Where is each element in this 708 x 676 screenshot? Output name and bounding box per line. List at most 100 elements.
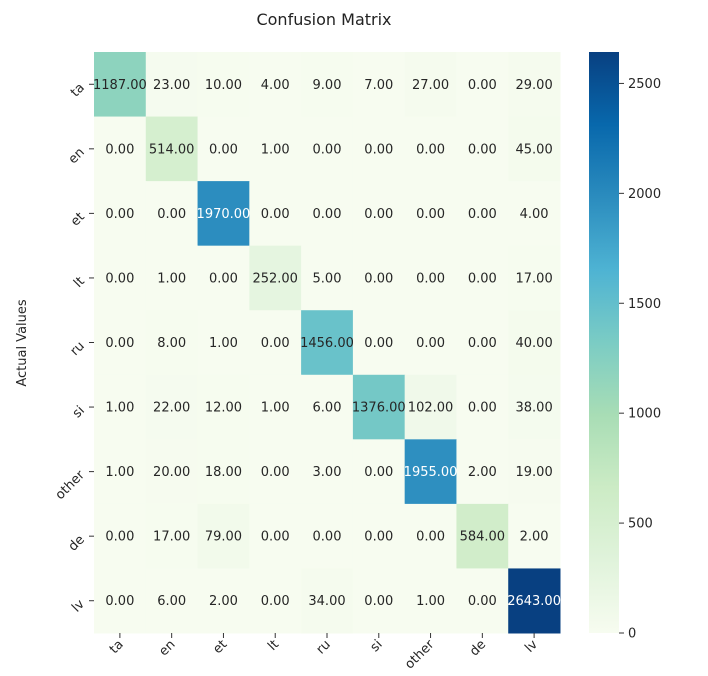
heatmap-cell-other-si bbox=[352, 439, 406, 505]
heatmap-cell-ta-si bbox=[352, 52, 406, 118]
cell-value-label: 79.00 bbox=[205, 530, 242, 545]
heatmap-cell-other-et bbox=[197, 439, 250, 505]
cell-value-label: 0.00 bbox=[313, 530, 342, 545]
cell-value-label: 0.00 bbox=[468, 207, 497, 222]
heatmap-cell-ta-en bbox=[145, 52, 199, 118]
cell-value-label: 17.00 bbox=[153, 530, 190, 545]
heatmap-cell-other-de bbox=[456, 439, 509, 505]
heatmap-cell-si-lv bbox=[508, 374, 561, 440]
heatmap-cell-si-si bbox=[352, 374, 406, 440]
heatmap-cell-lt-ta bbox=[94, 245, 147, 311]
cell-value-label: 0.00 bbox=[416, 142, 445, 157]
cell-value-label: 4.00 bbox=[261, 78, 290, 93]
cell-value-label: 0.00 bbox=[105, 336, 134, 351]
cell-value-label: 10.00 bbox=[205, 78, 242, 93]
heatmap-cell-en-lv bbox=[508, 116, 561, 182]
cell-value-label: 1.00 bbox=[105, 401, 134, 416]
heatmap-cell-lt-lv bbox=[508, 245, 561, 311]
cell-value-label: 6.00 bbox=[313, 401, 342, 416]
heatmap-cell-lv-de bbox=[456, 568, 509, 634]
heatmap-cell-other-ru bbox=[301, 439, 354, 505]
cell-value-label: 0.00 bbox=[468, 142, 497, 157]
y-tick-label-en: en bbox=[66, 145, 88, 167]
x-tick-label-lv: lv bbox=[522, 637, 541, 656]
cell-value-label: 9.00 bbox=[313, 78, 342, 93]
cell-value-label: 8.00 bbox=[157, 336, 186, 351]
cell-value-label: 5.00 bbox=[313, 271, 342, 286]
heatmap-cell-de-et bbox=[197, 503, 250, 569]
heatmap-cell-ta-de bbox=[456, 52, 509, 118]
heatmap-cell-et-si bbox=[352, 181, 406, 247]
cell-value-label: 38.00 bbox=[516, 401, 553, 416]
heatmap-cell-et-ru bbox=[301, 181, 354, 247]
x-tick-label-si: si bbox=[368, 637, 386, 655]
cell-value-label: 0.00 bbox=[105, 530, 134, 545]
cell-value-label: 0.00 bbox=[105, 271, 134, 286]
cell-value-label: 0.00 bbox=[468, 78, 497, 93]
heatmap-cell-de-lt bbox=[249, 503, 302, 569]
heatmap-cell-de-lv bbox=[508, 503, 561, 569]
cell-value-label: 0.00 bbox=[313, 142, 342, 157]
cell-value-label: 45.00 bbox=[516, 142, 553, 157]
heatmap-cell-ru-et bbox=[197, 310, 250, 376]
heatmap-cell-en-other bbox=[404, 116, 457, 182]
cell-value-label: 0.00 bbox=[416, 336, 445, 351]
cell-value-label: 0.00 bbox=[157, 207, 186, 222]
heatmap-cell-et-lv bbox=[508, 181, 561, 247]
cell-value-label: 514.00 bbox=[149, 142, 195, 157]
chart-title: Confusion Matrix bbox=[256, 10, 391, 29]
x-tick-label-en: en bbox=[156, 637, 178, 659]
heatmap-cell-de-ru bbox=[301, 503, 354, 569]
cell-value-label: 19.00 bbox=[516, 465, 553, 480]
heatmap-cell-et-other bbox=[404, 181, 457, 247]
cell-value-label: 1.00 bbox=[157, 271, 186, 286]
heatmap-cell-en-en bbox=[145, 116, 199, 182]
heatmap-cell-ta-lv bbox=[508, 52, 561, 118]
cell-value-label: 0.00 bbox=[261, 207, 290, 222]
cell-value-label: 0.00 bbox=[105, 142, 134, 157]
cell-value-label: 0.00 bbox=[364, 142, 393, 157]
cell-value-label: 6.00 bbox=[157, 594, 186, 609]
y-tick-label-other: other bbox=[53, 467, 89, 503]
heatmap-cell-lv-ru bbox=[301, 568, 354, 634]
cell-value-label: 7.00 bbox=[364, 78, 393, 93]
cell-value-label: 252.00 bbox=[252, 271, 298, 286]
heatmap-cell-lt-si bbox=[352, 245, 406, 311]
cell-value-label: 0.00 bbox=[364, 336, 393, 351]
cell-value-label: 34.00 bbox=[308, 594, 345, 609]
colorbar-tick-label: 1500 bbox=[628, 297, 661, 312]
heatmap-cell-de-si bbox=[352, 503, 406, 569]
x-tick-label-other: other bbox=[402, 637, 438, 673]
y-tick-label-ru: ru bbox=[68, 339, 88, 359]
cell-value-label: 0.00 bbox=[416, 271, 445, 286]
heatmap-cell-de-en bbox=[145, 503, 199, 569]
heatmap-cell-si-de bbox=[456, 374, 509, 440]
heatmap-cell-lv-ta bbox=[94, 568, 147, 634]
cell-value-label: 0.00 bbox=[364, 271, 393, 286]
cell-value-label: 12.00 bbox=[205, 401, 242, 416]
cell-value-label: 1.00 bbox=[261, 401, 290, 416]
cell-value-label: 1.00 bbox=[105, 465, 134, 480]
heatmap-cell-de-other bbox=[404, 503, 457, 569]
cell-value-label: 0.00 bbox=[416, 530, 445, 545]
heatmap-cell-si-ru bbox=[301, 374, 354, 440]
heatmap-cell-en-lt bbox=[249, 116, 302, 182]
x-tick-label-et: et bbox=[210, 637, 230, 657]
colorbar-tick-label: 2500 bbox=[628, 77, 661, 92]
cell-value-label: 1955.00 bbox=[404, 465, 458, 480]
cell-value-label: 0.00 bbox=[105, 207, 134, 222]
y-tick-label-de: de bbox=[66, 532, 88, 554]
cell-value-label: 1970.00 bbox=[197, 207, 251, 222]
heatmap-cell-lt-et bbox=[197, 245, 250, 311]
heatmap-cell-si-et bbox=[197, 374, 250, 440]
heatmap-cell-other-lt bbox=[249, 439, 302, 505]
cell-value-label: 0.00 bbox=[468, 401, 497, 416]
heatmap-cell-lv-lt bbox=[249, 568, 302, 634]
cell-value-label: 2.00 bbox=[468, 465, 497, 480]
heatmap-cell-lv-other bbox=[404, 568, 457, 634]
y-axis-ticks: ta en et lt ru si other de lv bbox=[53, 80, 94, 616]
heatmap-cell-de-de bbox=[456, 503, 509, 569]
x-tick-label-ru: ru bbox=[314, 637, 334, 657]
heatmap-cell-lt-en bbox=[145, 245, 199, 311]
heatmap-cell-et-lt bbox=[249, 181, 302, 247]
